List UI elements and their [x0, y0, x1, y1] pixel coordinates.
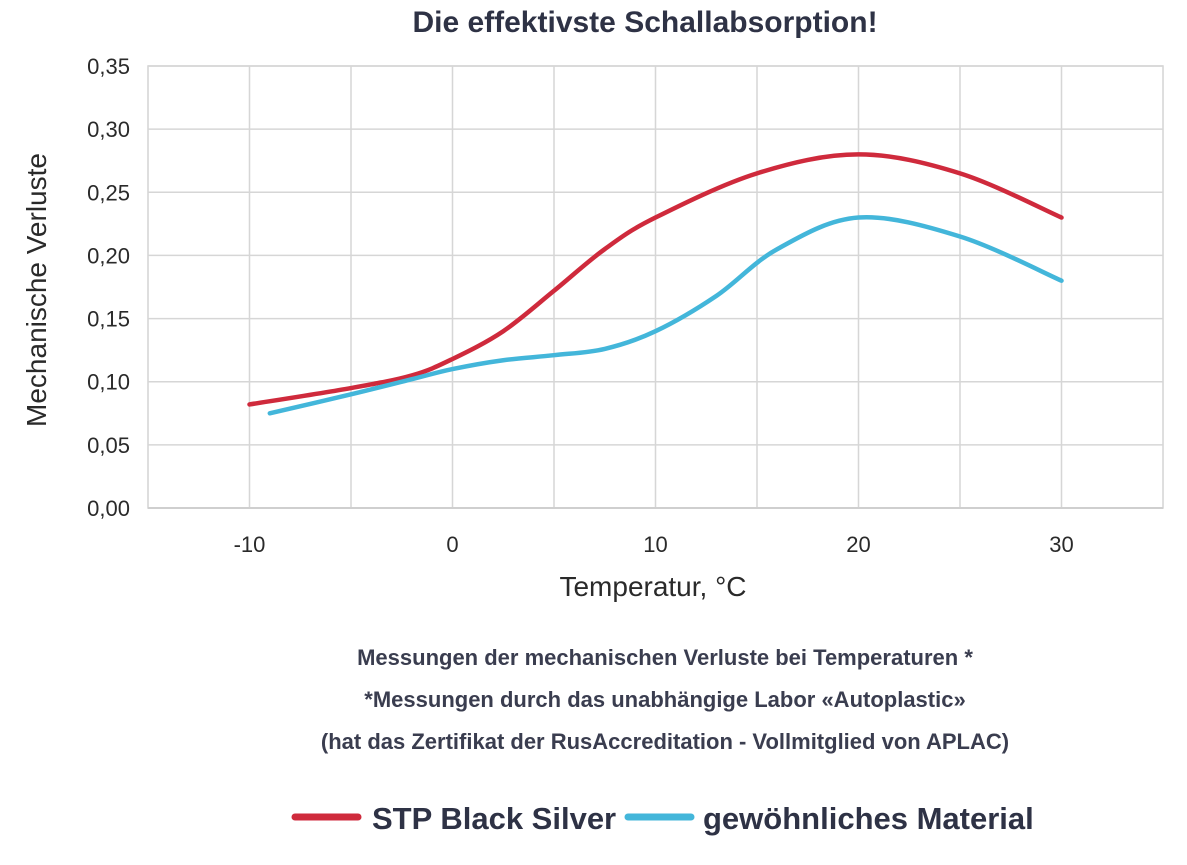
y-tick-label: 0,00: [87, 496, 130, 521]
legend-label-gewoehnliches-material: gewöhnliches Material: [703, 801, 1034, 836]
y-tick-label: 0,35: [87, 54, 130, 79]
y-tick-label: 0,25: [87, 180, 130, 205]
y-tick-label: 0,30: [87, 117, 130, 142]
note-line-1: Messungen der mechanischen Verluste bei …: [357, 645, 973, 670]
x-tick-label: 30: [1049, 532, 1073, 557]
legend: STP Black Silver gewöhnliches Material: [291, 801, 1034, 836]
y-tick-label: 0,10: [87, 370, 130, 395]
y-tick-label: 0,05: [87, 433, 130, 458]
y-axis-label: Mechanische Verluste: [21, 153, 52, 427]
note-line-2: *Messungen durch das unabhängige Labor «…: [364, 687, 965, 712]
y-axis-ticks: 0,00 0,05 0,10 0,15 0,20 0,25 0,30 0,35: [87, 54, 130, 521]
x-tick-label: 10: [643, 532, 667, 557]
x-axis-ticks: -10 0 10 20 30: [234, 532, 1074, 557]
legend-label-stp-black-silver: STP Black Silver: [372, 801, 616, 836]
grid: [148, 65, 1163, 509]
x-tick-label: 0: [446, 532, 458, 557]
chart-title: Die effektivste Schallabsorption!: [412, 6, 877, 39]
x-tick-label: 20: [846, 532, 870, 557]
x-axis-label: Temperatur, °C: [559, 571, 746, 602]
series-lines: [247, 152, 1064, 416]
x-tick-label: -10: [234, 532, 266, 557]
series-line-gewoehnliches-material: [267, 215, 1064, 416]
y-tick-label: 0,20: [87, 243, 130, 268]
note-line-3: (hat das Zertifikat der RusAccreditation…: [321, 729, 1009, 754]
y-tick-label: 0,15: [87, 307, 130, 332]
series-line-stp-black-silver: [247, 152, 1064, 407]
